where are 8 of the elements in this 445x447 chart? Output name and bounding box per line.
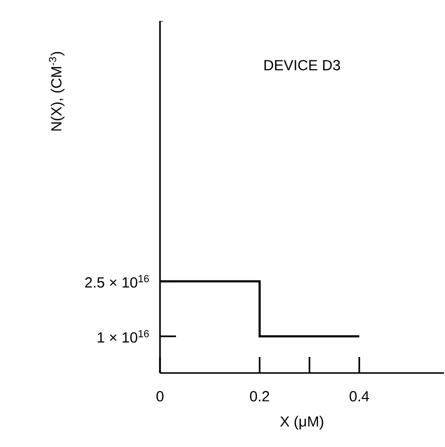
x-tick-label: 0 xyxy=(156,391,164,402)
y-tick-label: 1 × 10$^{16}$ xyxy=(98,330,149,343)
x-tick-label: 0.2 xyxy=(250,391,270,402)
x-axis-title: X (μM) xyxy=(280,416,324,430)
y-tick-label: 2.5 × 10$^{16}$ xyxy=(85,275,149,288)
y-axis-title: N(X), (CM$^{-3}$) xyxy=(49,52,65,131)
text: DEVICE D3 xyxy=(264,60,340,70)
x-tick-label: 0.4 xyxy=(350,391,370,402)
